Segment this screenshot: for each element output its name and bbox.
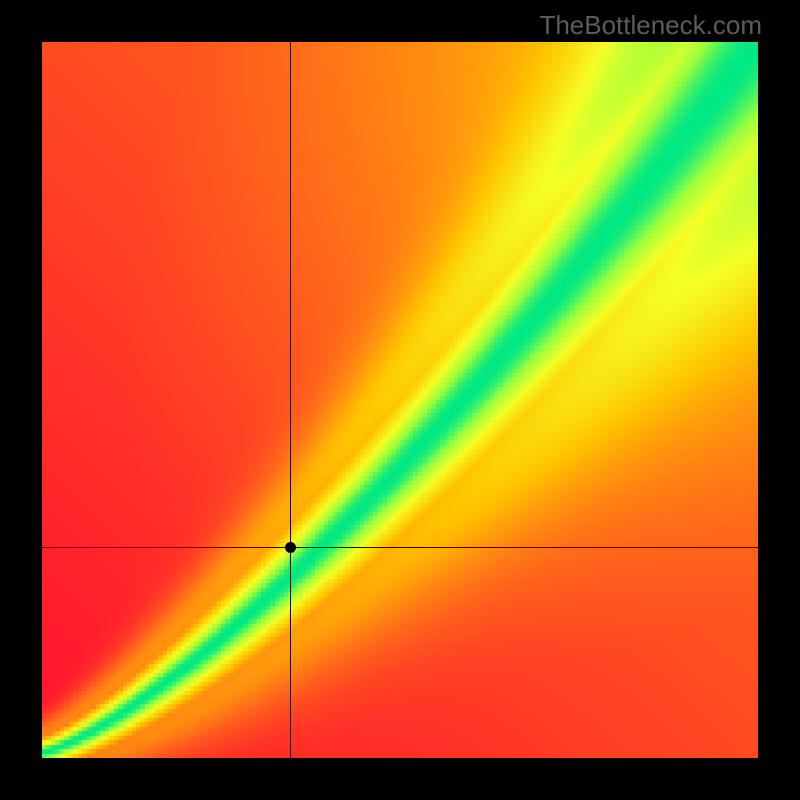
heatmap-canvas bbox=[42, 42, 758, 758]
crosshair-horizontal bbox=[42, 547, 758, 548]
crosshair-marker[interactable] bbox=[285, 542, 296, 553]
watermark-text: TheBottleneck.com bbox=[539, 10, 762, 41]
heatmap-area bbox=[42, 42, 758, 758]
crosshair-vertical bbox=[290, 42, 291, 758]
